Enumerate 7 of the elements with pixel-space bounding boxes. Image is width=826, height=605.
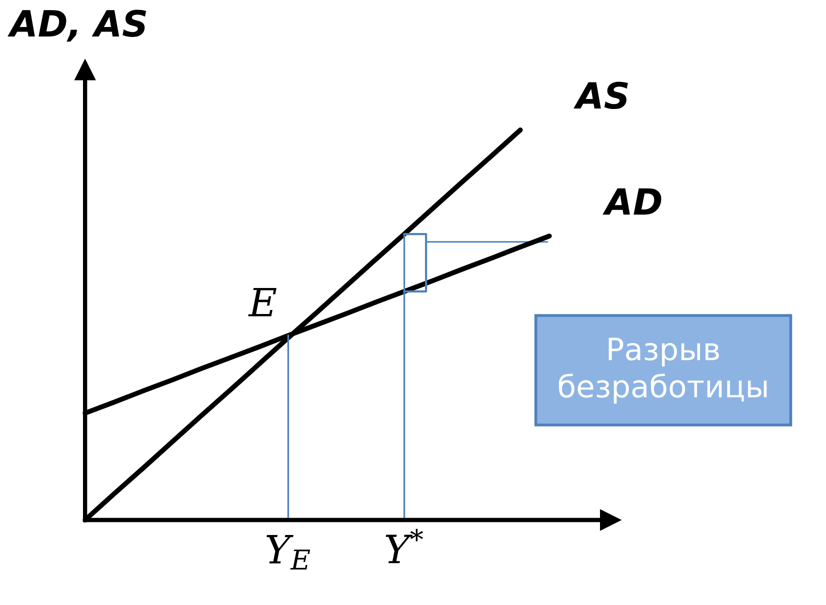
x-tick-label: Y$^{*}$ [386,528,424,564]
x-tick-label: Y$_{E}$ [266,535,310,570]
series-label: AS [574,82,628,110]
y-axis-title: AD, AS [8,10,146,42]
annotation: Разрыв безработицы [558,338,767,404]
series-label: AD [602,188,662,215]
annotation: E [248,288,276,316]
